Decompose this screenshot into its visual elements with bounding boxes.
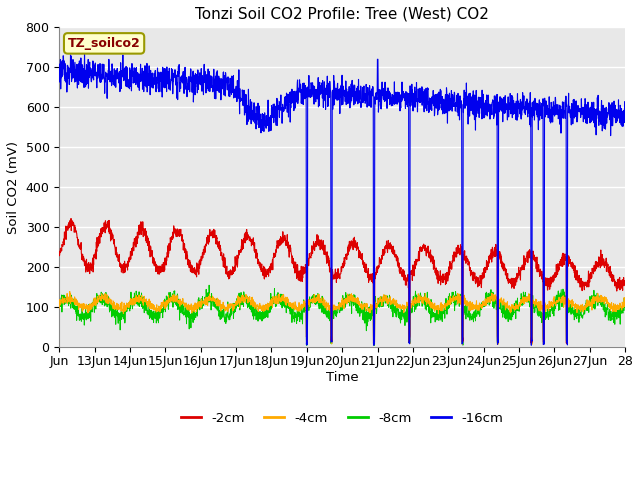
Legend: -2cm, -4cm, -8cm, -16cm: -2cm, -4cm, -8cm, -16cm — [175, 407, 509, 431]
Title: Tonzi Soil CO2 Profile: Tree (West) CO2: Tonzi Soil CO2 Profile: Tree (West) CO2 — [195, 7, 489, 22]
Y-axis label: Soil CO2 (mV): Soil CO2 (mV) — [7, 141, 20, 234]
Text: TZ_soilco2: TZ_soilco2 — [68, 37, 140, 50]
X-axis label: Time: Time — [326, 371, 358, 384]
